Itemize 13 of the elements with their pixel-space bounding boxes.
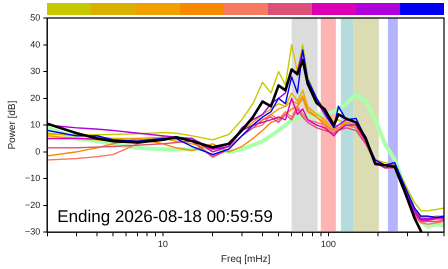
y-tick-label: 10 (30, 120, 40, 130)
y-tick-label: 0 (35, 146, 40, 156)
y-tick-label: −20 (24, 200, 40, 210)
y-tick-label: −30 (24, 226, 40, 237)
y-tick-label: 40 (30, 39, 40, 50)
y-axis-title: Power [dB] (6, 100, 18, 150)
y-tick-label: −10 (24, 173, 40, 184)
x-axis-title: Freq [mHz] (220, 254, 271, 265)
annotation: Ending 2026-08-18 00:59:59 (57, 207, 273, 226)
y-tick-label: 50 (30, 12, 40, 22)
y-tick-label: 20 (30, 92, 40, 103)
y-tick-label: 30 (30, 66, 40, 76)
x-tick-label: 100 (320, 239, 336, 250)
